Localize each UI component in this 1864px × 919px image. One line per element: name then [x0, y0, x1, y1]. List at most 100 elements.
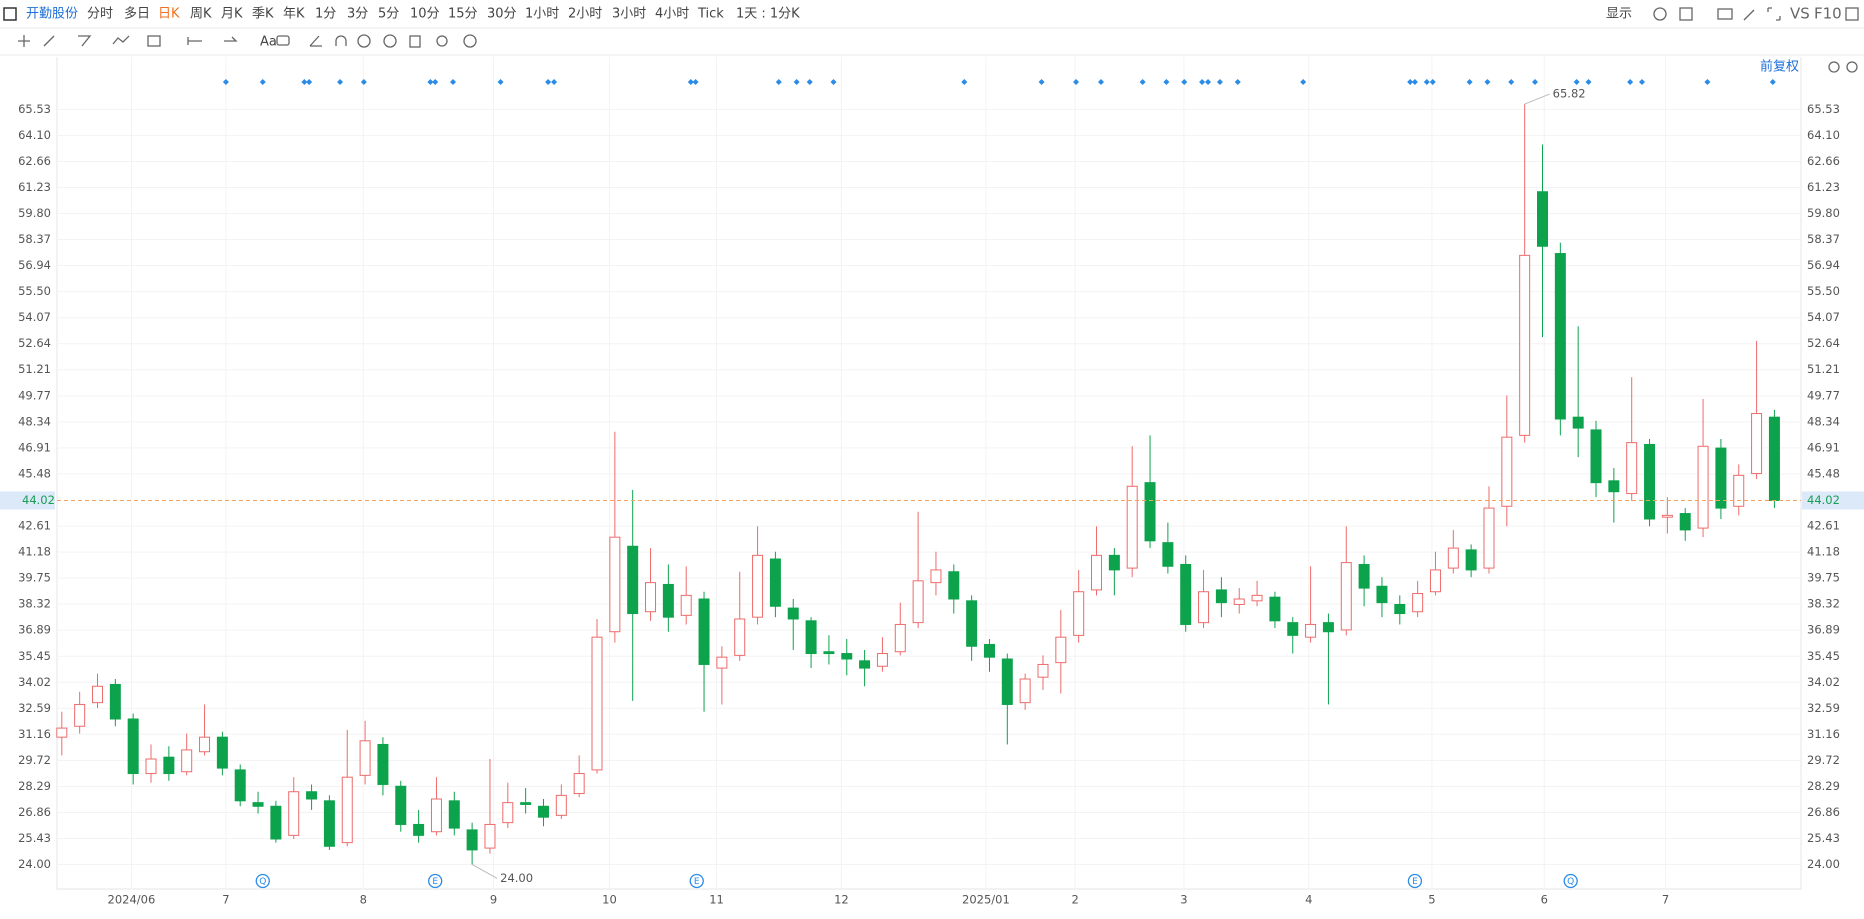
- channel-tool[interactable]: [78, 35, 92, 47]
- zoom-in-button[interactable]: [1846, 61, 1858, 73]
- event-diamond[interactable]: [961, 79, 968, 85]
- range-tool[interactable]: [187, 37, 202, 45]
- period-tab[interactable]: 3小时: [612, 7, 646, 22]
- f10-button[interactable]: F10: [1814, 5, 1842, 23]
- hide-tool[interactable]: [383, 34, 397, 48]
- period-tab[interactable]: 日K: [158, 7, 180, 22]
- event-diamond[interactable]: [1234, 79, 1241, 85]
- period-tab[interactable]: 10分: [410, 7, 440, 22]
- event-diamond[interactable]: [450, 79, 457, 85]
- stock-name[interactable]: 开勤股份: [26, 7, 78, 22]
- event-diamond[interactable]: [1484, 79, 1491, 85]
- settings-button[interactable]: [1653, 7, 1667, 21]
- delete-tool[interactable]: [409, 35, 421, 48]
- compare-tool[interactable]: [436, 35, 448, 47]
- note-tool[interactable]: [276, 35, 290, 46]
- event-diamond[interactable]: [806, 79, 813, 85]
- event-diamond[interactable]: [793, 79, 800, 85]
- event-diamond[interactable]: [1531, 79, 1538, 85]
- period-tab[interactable]: 30分: [487, 7, 517, 22]
- event-diamond[interactable]: [1407, 79, 1414, 85]
- event-diamond[interactable]: [1423, 79, 1430, 85]
- period-tab[interactable]: 2小时: [568, 7, 602, 22]
- event-diamond[interactable]: [1216, 79, 1223, 85]
- layout-button[interactable]: [1679, 7, 1693, 21]
- event-diamond[interactable]: [1038, 79, 1045, 85]
- period-tab[interactable]: 分时: [87, 7, 113, 22]
- event-diamond[interactable]: [301, 79, 308, 85]
- period-tab[interactable]: 季K: [252, 7, 274, 22]
- event-circle[interactable]: [255, 873, 270, 889]
- event-diamond[interactable]: [222, 79, 229, 85]
- period-tab[interactable]: 月K: [221, 7, 243, 22]
- draw-button[interactable]: [1743, 9, 1755, 21]
- arrow-tool[interactable]: [224, 36, 238, 42]
- event-diamond[interactable]: [1411, 79, 1418, 85]
- period-tab[interactable]: 年K: [283, 7, 305, 22]
- event-diamond[interactable]: [1704, 79, 1711, 85]
- event-diamond[interactable]: [1627, 79, 1634, 85]
- event-diamond[interactable]: [1639, 79, 1646, 85]
- event-diamond[interactable]: [259, 79, 266, 85]
- event-diamond[interactable]: [1508, 79, 1515, 85]
- event-diamond[interactable]: [1181, 79, 1188, 85]
- measure-tool[interactable]: [147, 35, 161, 47]
- event-diamond[interactable]: [687, 79, 694, 85]
- screenshot-button[interactable]: [1717, 8, 1733, 20]
- event-diamond[interactable]: [1573, 79, 1580, 85]
- display-menu[interactable]: 显示: [1606, 7, 1632, 22]
- event-diamond[interactable]: [775, 79, 782, 85]
- period-tab[interactable]: 多日: [124, 6, 150, 22]
- event-diamond[interactable]: [427, 79, 434, 85]
- settings-tool[interactable]: [463, 34, 477, 48]
- period-tab[interactable]: 3分: [347, 7, 368, 22]
- period-tab[interactable]: Tick: [697, 7, 724, 22]
- lock-tool[interactable]: [357, 34, 371, 48]
- adjust-mode[interactable]: 前复权: [1760, 59, 1799, 75]
- event-diamond[interactable]: [306, 79, 313, 85]
- event-circle[interactable]: [428, 873, 443, 889]
- event-diamond[interactable]: [360, 79, 367, 85]
- event-letter[interactable]: Q: [259, 877, 266, 887]
- period-tab[interactable]: 5分: [378, 7, 399, 22]
- event-diamond[interactable]: [1769, 79, 1776, 85]
- event-letter[interactable]: Q: [1567, 877, 1574, 887]
- period-tab[interactable]: 周K: [190, 7, 212, 22]
- sidebar-toggle[interactable]: [3, 7, 17, 21]
- event-diamond[interactable]: [1098, 79, 1105, 85]
- event-diamond[interactable]: [1585, 79, 1592, 85]
- event-diamond[interactable]: [1199, 79, 1206, 85]
- event-diamond[interactable]: [692, 79, 699, 85]
- event-diamond[interactable]: [337, 79, 344, 85]
- zoom-out-button[interactable]: [1828, 61, 1840, 73]
- event-circle[interactable]: [689, 873, 704, 889]
- panel-button[interactable]: [1845, 7, 1859, 21]
- event-circle[interactable]: [1563, 873, 1578, 889]
- period-tab[interactable]: 15分: [448, 7, 478, 22]
- range-select[interactable]: 1天 : 1分K: [736, 7, 800, 22]
- fullscreen-button[interactable]: [1767, 7, 1781, 21]
- text-tool[interactable]: Aa: [260, 35, 277, 50]
- event-diamond[interactable]: [1205, 79, 1212, 85]
- period-tab[interactable]: 1分: [315, 7, 336, 22]
- event-diamond[interactable]: [551, 79, 558, 85]
- event-letter[interactable]: E: [432, 877, 438, 887]
- event-diamond[interactable]: [1139, 79, 1146, 85]
- wave-tool[interactable]: [112, 35, 130, 45]
- line-tool[interactable]: [43, 35, 55, 47]
- angle-tool[interactable]: [309, 35, 322, 47]
- period-tab[interactable]: 4小时: [655, 7, 689, 22]
- event-diamond[interactable]: [545, 79, 552, 85]
- magnet-tool[interactable]: [335, 35, 347, 46]
- event-diamond[interactable]: [1300, 79, 1307, 85]
- event-letter[interactable]: E: [1412, 877, 1418, 887]
- event-diamond[interactable]: [432, 79, 439, 85]
- event-circle[interactable]: [1407, 873, 1423, 889]
- event-diamond[interactable]: [1429, 79, 1436, 85]
- event-diamond[interactable]: [1466, 79, 1473, 85]
- period-tab[interactable]: 1小时: [525, 7, 559, 22]
- vs-button[interactable]: VS: [1790, 5, 1810, 23]
- event-diamond[interactable]: [1073, 79, 1080, 85]
- event-letter[interactable]: E: [694, 877, 700, 887]
- event-diamond[interactable]: [1163, 79, 1170, 85]
